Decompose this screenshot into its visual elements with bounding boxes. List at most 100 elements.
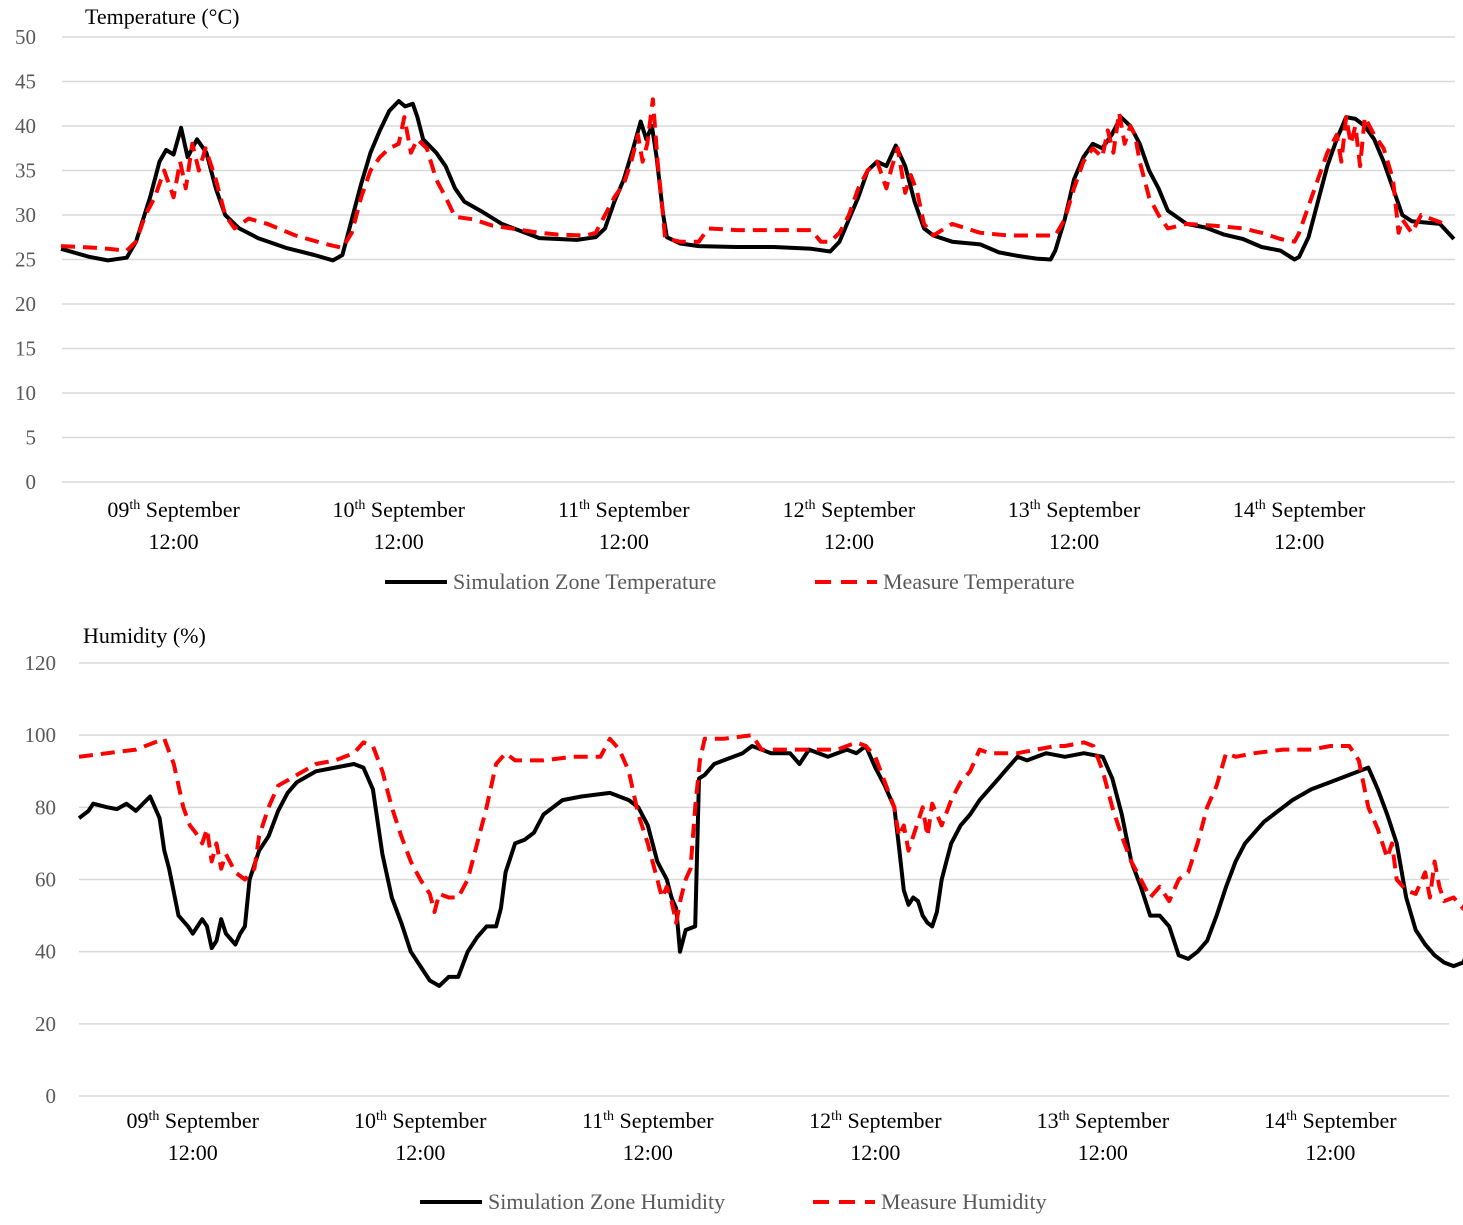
x-tick-ordinal: th <box>831 1109 842 1124</box>
y-tick-label: 25 <box>15 248 36 272</box>
y-tick-label: 80 <box>35 795 56 819</box>
x-tick-day: 13 <box>1037 1108 1059 1133</box>
legend-measure-humidity-label: Measure Humidity <box>881 1189 1047 1214</box>
x-tick-time-label: 12:00 <box>1274 529 1324 554</box>
x-tick-ordinal: th <box>1286 1109 1297 1124</box>
x-tick-ordinal: th <box>376 1109 387 1124</box>
y-tick-label: 15 <box>15 337 36 361</box>
y-tick-label: 0 <box>26 470 37 494</box>
x-tick-date-label: 14th September <box>1233 497 1366 522</box>
x-tick-day: 14 <box>1233 497 1255 522</box>
x-tick-month: September <box>387 1108 487 1133</box>
x-tick-month: September <box>1069 1108 1169 1133</box>
x-tick-month: September <box>1266 497 1366 522</box>
legend-simulation-humidity-label: Simulation Zone Humidity <box>488 1189 725 1214</box>
x-tick-day: 11 <box>558 497 579 522</box>
y-tick-label: 0 <box>46 1084 57 1108</box>
y-tick-label: 50 <box>15 25 36 49</box>
x-tick-date-label: 11th September <box>558 497 690 522</box>
y-tick-label: 30 <box>15 203 36 227</box>
temperature-gridlines <box>62 36 1455 483</box>
x-tick-ordinal: th <box>1059 1109 1070 1124</box>
x-tick-day: 11 <box>582 1108 603 1133</box>
x-tick-ordinal: th <box>354 498 365 513</box>
x-tick-time-label: 12:00 <box>148 529 198 554</box>
x-tick-time-label: 12:00 <box>1049 529 1099 554</box>
x-tick-day: 12 <box>783 497 805 522</box>
x-tick-ordinal: th <box>129 498 140 513</box>
x-tick-date-label: 13th September <box>1008 497 1141 522</box>
x-tick-month: September <box>159 1108 259 1133</box>
x-tick-date-label: 11th September <box>582 1108 714 1133</box>
x-tick-day: 14 <box>1264 1108 1286 1133</box>
x-tick-ordinal: th <box>1030 498 1041 513</box>
humidity-series <box>77 733 1463 988</box>
y-tick-label: 10 <box>15 381 36 405</box>
y-tick-label: 5 <box>26 426 37 450</box>
x-tick-date-label: 13th September <box>1037 1108 1170 1133</box>
x-tick-day: 10 <box>332 497 354 522</box>
x-tick-month: September <box>1041 497 1141 522</box>
x-tick-time-label: 12:00 <box>599 529 649 554</box>
x-tick-month: September <box>590 497 690 522</box>
temperature-series <box>60 97 1456 263</box>
x-tick-time-label: 12:00 <box>1305 1140 1355 1165</box>
x-tick-day: 12 <box>809 1108 831 1133</box>
x-tick-ordinal: th <box>1255 498 1266 513</box>
x-tick-date-label: 09th September <box>127 1108 260 1133</box>
y-tick-label: 45 <box>15 70 36 94</box>
temperature-legend: Simulation Zone Temperature Measure Temp… <box>385 569 1075 594</box>
series-measure-temperature-line <box>60 97 1450 253</box>
x-tick-date-label: 14th September <box>1264 1108 1397 1133</box>
humidity-gridlines <box>79 662 1449 1097</box>
x-tick-time-label: 12:00 <box>824 529 874 554</box>
humidity-y-ticks: 0 20 40 60 80 100 120 <box>25 651 57 1108</box>
series-measure-humidity-line <box>78 733 1463 925</box>
x-tick-date-label: 09th September <box>107 497 240 522</box>
legend-simulation-temperature-label: Simulation Zone Temperature <box>453 569 716 594</box>
humidity-legend: Simulation Zone Humidity Measure Humidit… <box>420 1189 1047 1214</box>
y-tick-label: 35 <box>15 159 36 183</box>
series-simulation-zone-temperature-line <box>60 99 1456 263</box>
series-simulation-zone-humidity-line <box>77 744 1463 988</box>
humidity-chart-title: Humidity (%) <box>83 623 206 648</box>
x-tick-date-label: 12th September <box>783 497 916 522</box>
x-tick-month: September <box>816 497 916 522</box>
x-tick-date-label: 10th September <box>354 1108 487 1133</box>
y-tick-label: 60 <box>35 868 56 892</box>
y-tick-label: 100 <box>25 723 57 747</box>
x-tick-ordinal: th <box>805 498 816 513</box>
x-tick-day: 13 <box>1008 497 1030 522</box>
x-tick-ordinal: th <box>579 498 590 513</box>
y-tick-label: 20 <box>15 292 36 316</box>
x-tick-time-label: 12:00 <box>850 1140 900 1165</box>
x-tick-month: September <box>140 497 240 522</box>
temperature-chart: Temperature (°C) 0 5 10 15 20 25 30 35 40 45 50 09… <box>15 4 1456 594</box>
x-tick-time-label: 12:00 <box>623 1140 673 1165</box>
x-tick-day: 09 <box>127 1108 149 1133</box>
temperature-chart-title: Temperature (°C) <box>85 4 239 29</box>
x-tick-time-label: 12:00 <box>374 529 424 554</box>
x-tick-month: September <box>614 1108 714 1133</box>
temperature-y-ticks: 0 5 10 15 20 25 30 35 40 45 50 <box>15 25 36 494</box>
x-tick-date-label: 12th September <box>809 1108 942 1133</box>
y-tick-label: 120 <box>25 651 57 675</box>
x-tick-month: September <box>1297 1108 1397 1133</box>
legend-measure-temperature-label: Measure Temperature <box>883 569 1075 594</box>
x-tick-ordinal: th <box>149 1109 160 1124</box>
y-tick-label: 40 <box>15 114 36 138</box>
x-tick-time-label: 12:00 <box>395 1140 445 1165</box>
y-tick-label: 40 <box>35 940 56 964</box>
y-tick-label: 20 <box>35 1012 56 1036</box>
x-tick-day: 09 <box>107 497 129 522</box>
x-tick-date-label: 10th September <box>332 497 465 522</box>
x-tick-day: 10 <box>354 1108 376 1133</box>
x-tick-month: September <box>365 497 465 522</box>
x-tick-ordinal: th <box>603 1109 614 1124</box>
x-tick-time-label: 12:00 <box>1078 1140 1128 1165</box>
x-tick-time-label: 12:00 <box>168 1140 218 1165</box>
